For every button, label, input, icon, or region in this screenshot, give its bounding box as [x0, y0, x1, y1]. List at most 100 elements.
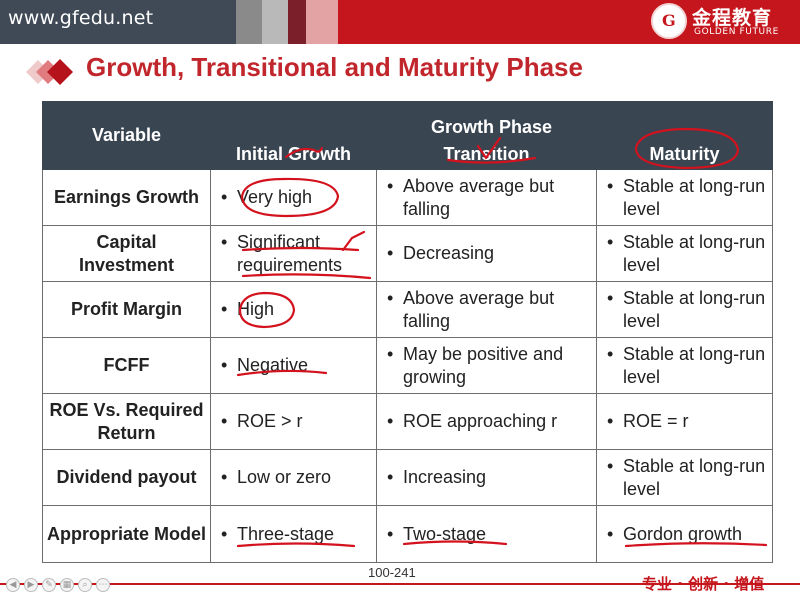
company-slogan: 专业 · 创新 · 增值 [642, 575, 765, 593]
cell-text: Negative [237, 355, 309, 375]
bullet: • [387, 523, 394, 544]
bullet: • [387, 467, 394, 487]
cell-text: Significant requirements [237, 231, 343, 275]
cell-text: Stable at long-run level [623, 175, 766, 219]
bullet: • [607, 523, 614, 544]
bullet: • [387, 287, 394, 308]
more-options-icon[interactable]: ⋯ [96, 578, 110, 592]
bullet: • [387, 175, 394, 196]
transition-header: Transition [376, 138, 597, 170]
zoom-icon[interactable]: ⌕ [78, 578, 92, 592]
banner-stripe [288, 0, 306, 44]
bullet: • [221, 355, 228, 375]
cell-text: High [237, 299, 275, 319]
variable-cell: Capital Investment [42, 225, 211, 282]
next-slide-icon[interactable]: ▶ [24, 578, 38, 592]
bullet: • [387, 343, 394, 364]
transition-cell: • ROE approaching r [376, 393, 597, 450]
bullet: • [607, 175, 614, 196]
footer-divider [0, 583, 800, 585]
page-title: Growth, Transitional and Maturity Phase [86, 52, 583, 82]
table-row: Capital Investment • Significant requirem… [42, 225, 774, 282]
brand-logo-icon: G [651, 3, 687, 39]
maturity-cell: • Stable at long-run level [595, 169, 774, 226]
initial-cell: • Negative [210, 337, 377, 394]
transition-cell: • Two-stage [376, 505, 597, 563]
initial-cell: • ROE > r [210, 393, 377, 450]
bullet: • [221, 411, 228, 431]
maturity-cell: • Stable at long-run level [595, 225, 774, 282]
bullet: • [607, 343, 614, 364]
table-row: Profit Margin • High • Above average but f… [42, 281, 774, 338]
maturity-cell: • Gordon growth [595, 505, 774, 563]
cell-text: Stable at long-run level [623, 231, 766, 275]
cell-text: Stable at long-run level [623, 455, 766, 499]
page-number: 100-241 [368, 565, 416, 580]
cell-text: Stable at long-run level [623, 343, 766, 387]
slide-nav-toolbar: ◀ ▶ ✎ ▦ ⌕ ⋯ [6, 578, 110, 594]
bullet: • [607, 455, 614, 476]
cell-text: Three-stage [237, 523, 335, 544]
table-row: Appropriate Model • Three-stage • Two-stag… [42, 505, 774, 563]
maturity-cell: • Stable at long-run level [595, 449, 774, 506]
variable-cell: FCFF [42, 337, 211, 394]
initial-cell: • Significant requirements [210, 225, 377, 282]
maturity-cell: • ROE = r [595, 393, 774, 450]
banner-stripe [262, 0, 288, 44]
cell-text: Very high [237, 187, 313, 207]
cell-text: Above average but falling [403, 287, 555, 331]
url-band [0, 0, 236, 44]
brand-name-en: GOLDEN FUTURE [694, 27, 779, 37]
bullet: • [221, 523, 228, 544]
variable-cell: Appropriate Model [42, 505, 211, 563]
initial-cell: • Very high [210, 169, 377, 226]
logo-mark: G [662, 11, 676, 30]
growth-phase-header: Growth Phase [209, 101, 774, 139]
maturity-cell: • Stable at long-run level [595, 337, 774, 394]
banner-stripe [306, 0, 338, 44]
cell-text: Decreasing [403, 243, 495, 263]
table-row: Earnings Growth • Very high • Above averag… [42, 169, 774, 226]
transition-cell: • May be positive and growing [376, 337, 597, 394]
bullet: • [387, 411, 394, 431]
brand-band [338, 0, 800, 44]
bullet: • [607, 231, 614, 252]
transition-cell: • Above average but falling [376, 169, 597, 226]
bullet: • [221, 299, 228, 319]
cell-text: ROE approaching r [403, 411, 558, 431]
pen-tool-icon[interactable]: ✎ [42, 578, 56, 592]
prev-slide-icon[interactable]: ◀ [6, 578, 20, 592]
variable-cell: ROE Vs. Required Return [42, 393, 211, 450]
bullet: • [607, 287, 614, 308]
cell-text: May be positive and growing [403, 343, 564, 387]
initial-cell: • High [210, 281, 377, 338]
cell-text: Above average but falling [403, 175, 555, 219]
cell-text: Low or zero [237, 467, 332, 487]
variable-cell: Earnings Growth [42, 169, 211, 226]
transition-cell: • Above average but falling [376, 281, 597, 338]
table-row: FCFF • Negative • May be positive and grow… [42, 337, 774, 394]
maturity-header: Maturity [595, 138, 774, 170]
cell-text: Increasing [403, 467, 487, 487]
growth-phase-table: Variable Growth Phase Initial Growth Tra… [42, 101, 774, 563]
table-row: Dividend payout • Low or zero • Increasing… [42, 449, 774, 506]
banner-stripe [236, 0, 262, 44]
bullet: • [221, 231, 228, 252]
cell-text: Stable at long-run level [623, 287, 766, 331]
bullet: • [607, 411, 614, 431]
initial-cell: • Three-stage [210, 505, 377, 563]
cell-text: ROE > r [237, 411, 303, 431]
bullet: • [221, 187, 228, 207]
transition-cell: • Decreasing [376, 225, 597, 282]
maturity-cell: • Stable at long-run level [595, 281, 774, 338]
cell-text: Gordon growth [623, 523, 743, 544]
initial-cell: • Low or zero [210, 449, 377, 506]
slides-menu-icon[interactable]: ▦ [60, 578, 74, 592]
bullet: • [387, 243, 394, 263]
top-banner: www.gfedu.net G 金程教育 GOLDEN FUTURE [0, 0, 800, 44]
initial-growth-header: Initial Growth [210, 138, 377, 170]
cell-text: ROE = r [623, 411, 689, 431]
cell-text: Two-stage [403, 523, 487, 544]
site-url[interactable]: www.gfedu.net [8, 7, 154, 29]
diamond-bullet-icon [26, 59, 73, 85]
